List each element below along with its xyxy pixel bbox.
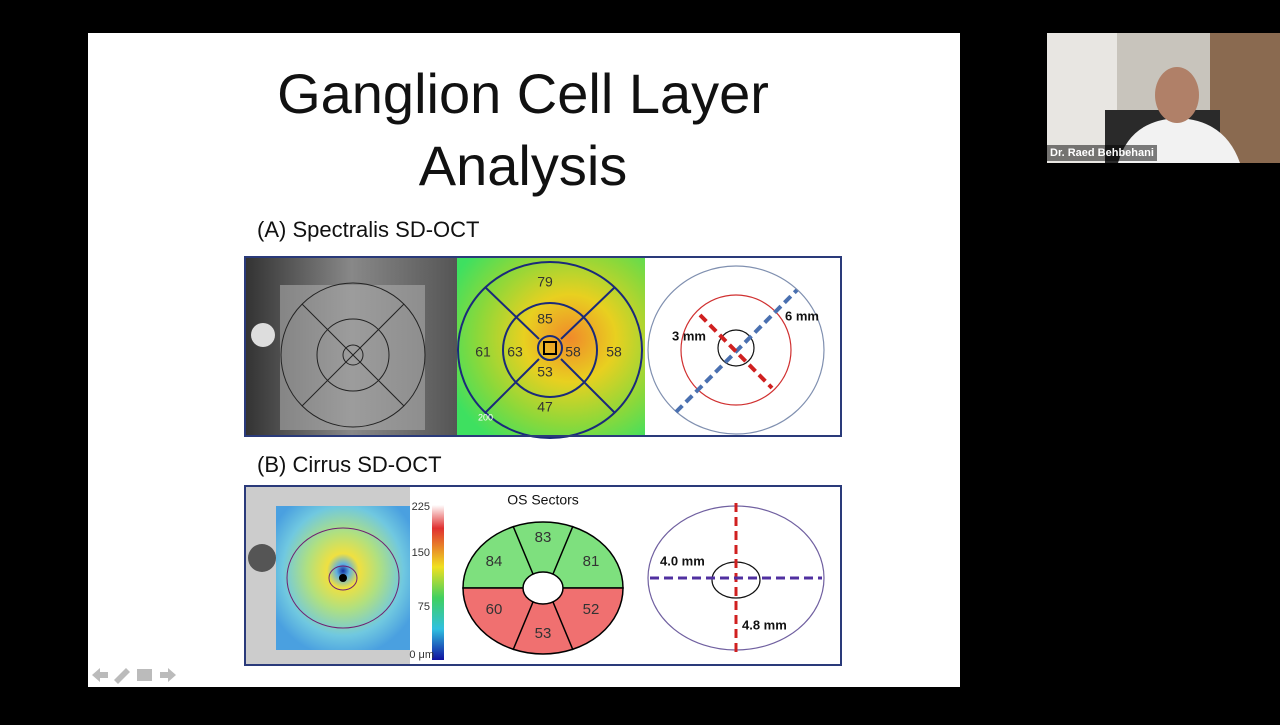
diagram-label: 4.8 mm (742, 617, 787, 632)
sector-value: 81 (583, 553, 600, 570)
sectors-title: OS Sectors (507, 492, 579, 508)
participant-name: Dr. Raed Behbehani (1050, 147, 1154, 159)
colorbar-tick: 75 (418, 601, 430, 613)
diagram-label: 6 mm (785, 308, 819, 323)
scale-label: 200 (478, 412, 493, 422)
sector-value: 61 (475, 344, 491, 360)
slide-nav[interactable] (92, 668, 176, 684)
sector-value: 58 (565, 344, 581, 360)
colorbar-tick: 150 (412, 547, 430, 559)
webcam-tile: Dr. Raed Behbehani (1047, 33, 1280, 163)
panel-b: 225 150 75 0 μm OS Sectors 83 84 81 60 5… (244, 485, 842, 666)
sector-value: 58 (606, 344, 622, 360)
sector-value: 85 (537, 311, 553, 327)
diagram-label: 4.0 mm (660, 553, 705, 568)
sector-value: 53 (535, 625, 552, 642)
title-line: Analysis (419, 134, 628, 197)
sector-value: 52 (583, 601, 600, 618)
color-bar (432, 505, 444, 660)
colorbar-tick: 225 (412, 501, 430, 513)
sector-value: 79 (537, 274, 553, 290)
sector-value: 60 (486, 601, 503, 618)
title-line: Ganglion Cell Layer (277, 62, 769, 125)
sector-value: 84 (486, 553, 503, 570)
sector-value: 47 (537, 399, 553, 415)
sector-value: 53 (537, 364, 553, 380)
colorbar-tick: 0 μm (409, 649, 434, 661)
diagram-label: 3 mm (672, 328, 706, 343)
sector-value: 83 (535, 529, 552, 546)
panel-label: (B) Cirrus SD-OCT (257, 452, 442, 477)
sector-value: 63 (507, 344, 523, 360)
scan-area (280, 285, 425, 430)
optic-disc (251, 323, 275, 347)
panel-a: 79 85 61 63 58 58 53 47 200 3 mm 6 mm (244, 256, 842, 439)
panel-label: (A) Spectralis SD-OCT (257, 217, 479, 242)
